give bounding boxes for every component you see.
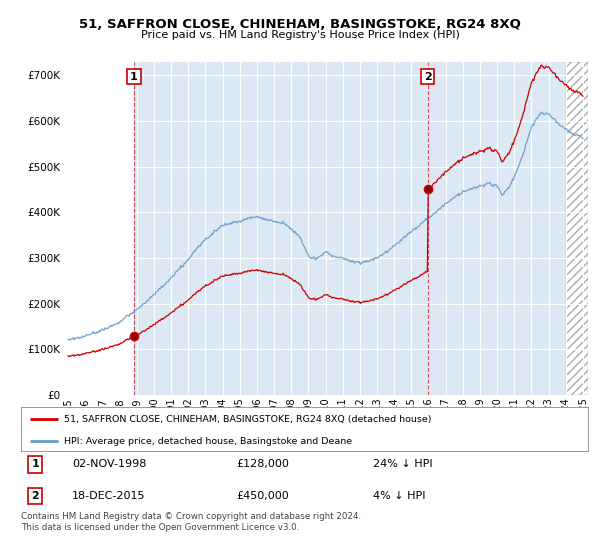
Text: Contains HM Land Registry data © Crown copyright and database right 2024.
This d: Contains HM Land Registry data © Crown c… — [21, 512, 361, 532]
Text: 02-NOV-1998: 02-NOV-1998 — [72, 459, 146, 469]
Text: 1: 1 — [31, 459, 39, 469]
Text: 1: 1 — [130, 72, 138, 82]
Bar — [428, 62, 566, 395]
Text: Price paid vs. HM Land Registry's House Price Index (HPI): Price paid vs. HM Land Registry's House … — [140, 30, 460, 40]
Text: 18-DEC-2015: 18-DEC-2015 — [72, 491, 146, 501]
Text: HPI: Average price, detached house, Basingstoke and Deane: HPI: Average price, detached house, Basi… — [64, 437, 352, 446]
Text: £128,000: £128,000 — [236, 459, 289, 469]
Bar — [63, 62, 134, 395]
Text: 24% ↓ HPI: 24% ↓ HPI — [373, 459, 432, 469]
Bar — [134, 62, 428, 395]
Text: 51, SAFFRON CLOSE, CHINEHAM, BASINGSTOKE, RG24 8XQ (detached house): 51, SAFFRON CLOSE, CHINEHAM, BASINGSTOKE… — [64, 415, 431, 424]
Text: £450,000: £450,000 — [236, 491, 289, 501]
Text: 2: 2 — [424, 72, 431, 82]
Text: 51, SAFFRON CLOSE, CHINEHAM, BASINGSTOKE, RG24 8XQ: 51, SAFFRON CLOSE, CHINEHAM, BASINGSTOKE… — [79, 18, 521, 31]
Bar — [566, 62, 588, 395]
Text: 2: 2 — [31, 491, 39, 501]
Text: 4% ↓ HPI: 4% ↓ HPI — [373, 491, 425, 501]
